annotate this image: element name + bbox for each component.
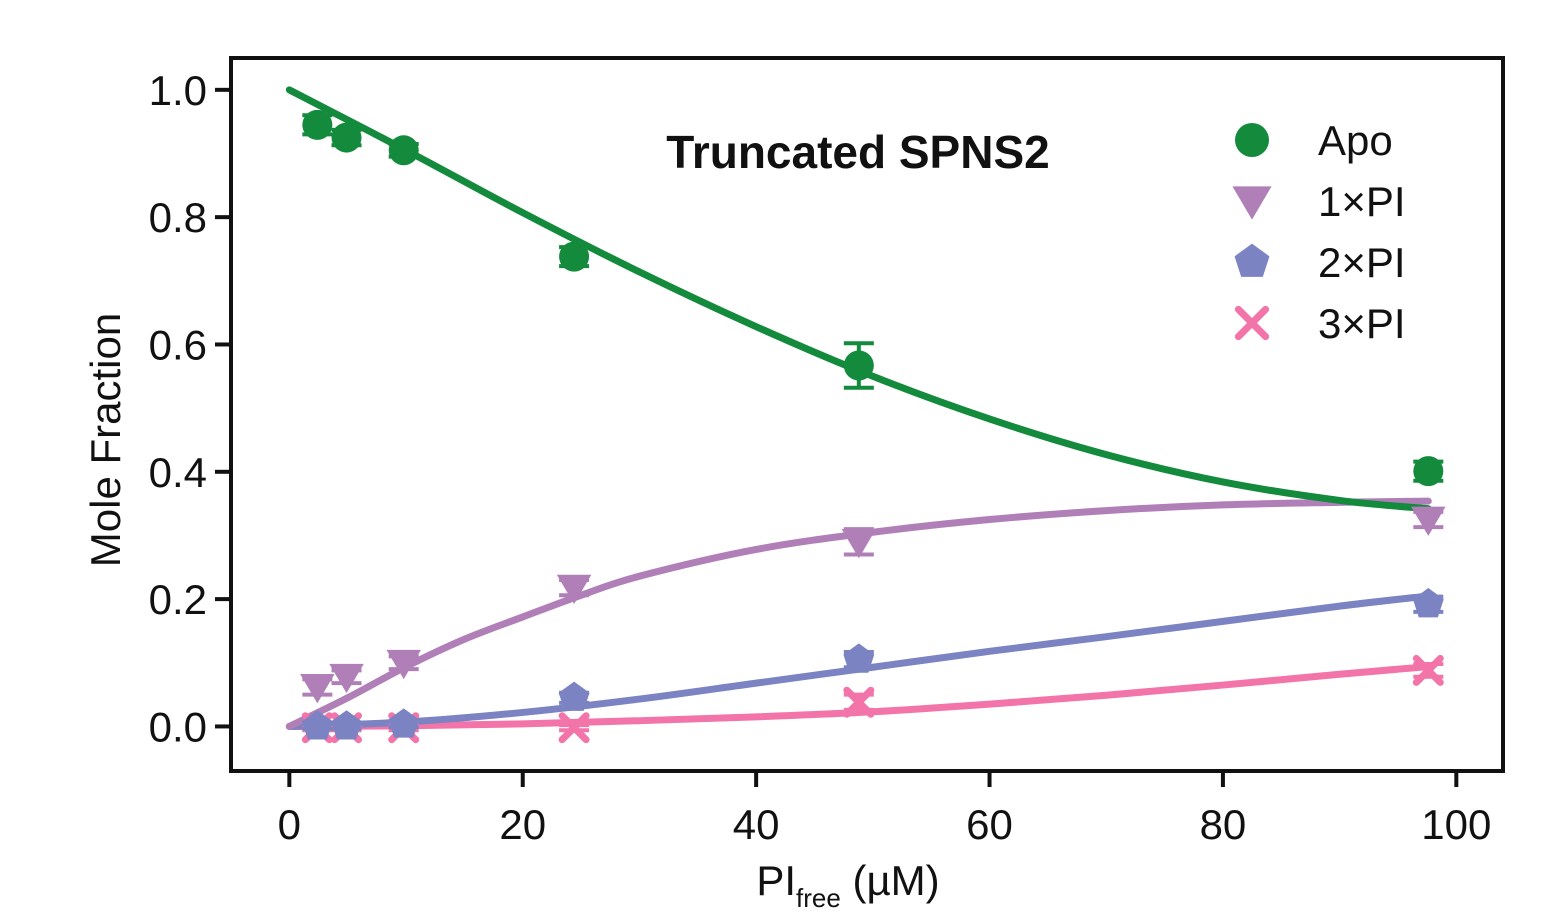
legend-label: 3×PI: [1318, 300, 1406, 347]
x-axis-label-sub: free: [796, 883, 841, 913]
point-marker: [1412, 588, 1444, 618]
y-axis-label: Mole Fraction: [82, 313, 129, 567]
data-point-triangle-down: [841, 527, 877, 559]
data-point-circle: [843, 341, 874, 390]
point-marker: [301, 710, 333, 740]
data-point-circle: [331, 122, 362, 153]
point-marker: [843, 350, 874, 381]
fit-curves: [285, 86, 1432, 730]
point-marker: [331, 710, 362, 740]
data-point-triangle-down: [329, 663, 364, 694]
legend-item: 2×PI: [1234, 239, 1406, 286]
legend-marker-triangle-down: [1232, 186, 1272, 220]
point-marker: [1413, 456, 1444, 487]
point-marker: [388, 708, 420, 738]
legend-label: 2×PI: [1318, 239, 1406, 286]
y-tick-label: 1.0: [149, 67, 207, 114]
legend-marker-circle: [1235, 123, 1269, 157]
y-tick-label: 0.2: [149, 576, 207, 623]
chart-title: Truncated SPNS2: [666, 126, 1049, 178]
legend-item: 1×PI: [1232, 178, 1406, 225]
y-axis-ticks: 0.0 0.2 0.4 0.6 0.8 1.0: [149, 67, 231, 750]
x-tick-label: 20: [499, 801, 546, 848]
point-marker: [302, 109, 333, 140]
x-axis-ticks: 0 20 40 60 80 100: [278, 771, 1491, 848]
data-point-pentagon: [388, 708, 420, 738]
legend-label: 1×PI: [1318, 178, 1406, 225]
point-marker: [1411, 506, 1446, 536]
y-tick-label: 0.6: [149, 321, 207, 368]
point-marker: [386, 649, 421, 680]
data-point-pentagon: [1412, 588, 1444, 618]
data-point-cross: [1412, 654, 1444, 686]
data-point-pentagon: [843, 643, 875, 673]
data-point-circle: [559, 241, 590, 272]
y-tick-label: 0.8: [149, 194, 207, 241]
plot-frame: [229, 56, 1505, 773]
x-tick-label: 0: [278, 801, 301, 848]
data-point-pentagon: [558, 681, 590, 711]
point-marker: [559, 241, 590, 272]
legend-label: Apo: [1318, 117, 1393, 164]
point-marker: [329, 663, 364, 694]
point-marker: [841, 528, 877, 559]
data-point-circle: [302, 109, 333, 140]
data-point-circle: [388, 135, 419, 166]
legend-marker-cross: [1234, 305, 1270, 341]
x-tick-label: 60: [966, 801, 1013, 848]
point-marker: [558, 712, 590, 744]
legend-item: 3×PI: [1234, 300, 1406, 347]
data-point-pentagon: [301, 710, 333, 740]
legend-item: Apo: [1235, 117, 1393, 164]
x-axis-label-unit: (µM): [841, 857, 940, 904]
point-marker: [558, 681, 590, 711]
point-marker: [388, 135, 419, 166]
data-point-triangle-down: [1411, 506, 1446, 536]
point-marker: [331, 122, 362, 153]
point-marker: [300, 674, 335, 704]
point-marker: [843, 643, 875, 673]
x-tick-label: 100: [1421, 801, 1491, 848]
x-tick-label: 80: [1200, 801, 1247, 848]
legend-marker-pentagon: [1234, 243, 1270, 277]
point-marker: [843, 686, 875, 718]
y-tick-label: 0.0: [149, 703, 207, 750]
fit-line-triangle-down: [285, 497, 1432, 730]
data-point-cross: [558, 712, 590, 744]
point-marker: [556, 574, 592, 605]
data-point-circle: [1413, 456, 1444, 487]
data-points: [300, 109, 1446, 744]
data-point-triangle-down: [300, 674, 335, 704]
data-point-triangle-down: [556, 574, 592, 605]
data-point-cross: [843, 686, 875, 718]
x-tick-label: 40: [733, 801, 780, 848]
data-point-pentagon: [331, 710, 362, 740]
x-axis-label-main: PI: [756, 857, 796, 904]
data-point-triangle-down: [386, 649, 421, 680]
point-marker: [1412, 654, 1444, 686]
x-axis-label: PIfree (µM): [756, 857, 939, 913]
legend: Apo 1×PI 2×PI 3×PI: [1232, 117, 1406, 347]
y-tick-label: 0.4: [149, 449, 207, 496]
